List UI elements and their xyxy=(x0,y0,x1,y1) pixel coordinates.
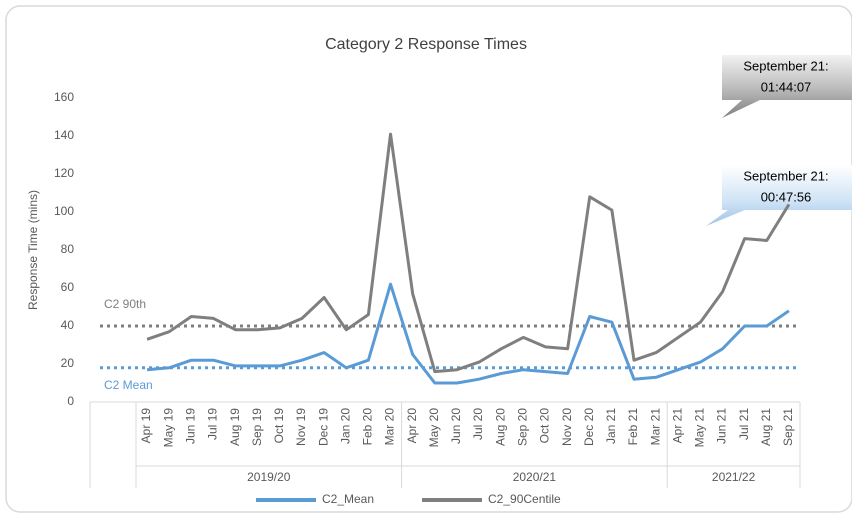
card xyxy=(5,5,852,513)
x-tick-label: Feb 20 xyxy=(361,408,375,446)
callout-box xyxy=(706,165,852,226)
y-tick-label: 40 xyxy=(61,318,75,332)
x-tick-label: Mar 21 xyxy=(648,408,662,446)
y-tick-label: 0 xyxy=(67,394,74,408)
y-tick-label: 140 xyxy=(54,128,74,142)
x-tick-label: Jul 19 xyxy=(206,408,220,440)
x-tick-label: Feb 21 xyxy=(626,408,640,446)
x-tick-label: Dec 19 xyxy=(316,408,330,446)
x-tick-label: Jan 20 xyxy=(338,408,352,444)
y-tick-label: 60 xyxy=(61,280,75,294)
series-line xyxy=(146,282,790,385)
x-tick-label: Nov 19 xyxy=(294,408,308,446)
x-tick-label: Oct 19 xyxy=(272,408,286,444)
y-axis-label: Response Time (mins) xyxy=(26,190,40,310)
legend-label: C2_90Centile xyxy=(488,492,561,506)
group-label: 2019/20 xyxy=(247,470,291,484)
x-tick-label: Sep 20 xyxy=(516,408,530,446)
x-tick-label: Aug 20 xyxy=(493,408,507,446)
x-tick-label: May 20 xyxy=(427,408,441,448)
callouts xyxy=(706,55,852,226)
x-tick-label: Jun 20 xyxy=(449,408,463,444)
callout-text: 01:44:07 xyxy=(761,79,812,94)
group-label: 2021/22 xyxy=(712,470,756,484)
chart-title: Category 2 Response Times xyxy=(325,36,527,53)
x-tick-label: Mar 20 xyxy=(383,408,397,446)
y-tick-label: 160 xyxy=(54,90,74,104)
x-tick-label: Apr 19 xyxy=(139,408,153,444)
callout-text: September 21: xyxy=(743,168,828,183)
x-tick-label: Jun 19 xyxy=(184,408,198,444)
x-tick-label: Jun 21 xyxy=(715,408,729,444)
x-tick-label: May 21 xyxy=(693,408,707,448)
legend-label: C2_Mean xyxy=(322,492,374,506)
x-tick-label: Apr 21 xyxy=(670,408,684,444)
reference-label: C2 Mean xyxy=(104,378,153,392)
x-tick-label: Aug 21 xyxy=(759,408,773,446)
series-line xyxy=(146,132,791,374)
x-tick-label: Nov 20 xyxy=(560,408,574,446)
callout-box xyxy=(722,55,852,118)
reference-label: C2 90th xyxy=(104,297,146,311)
y-tick-label: 120 xyxy=(54,166,74,180)
callout-text: 00:47:56 xyxy=(761,189,812,204)
x-tick-label: Jul 20 xyxy=(471,408,485,440)
y-tick-label: 80 xyxy=(61,242,75,256)
group-label: 2020/21 xyxy=(513,470,557,484)
y-tick-label: 20 xyxy=(61,356,75,370)
x-tick-label: Dec 20 xyxy=(582,408,596,446)
x-tick-label: Apr 20 xyxy=(405,408,419,444)
callout-text: September 21: xyxy=(743,58,828,73)
x-tick-label: Sep 19 xyxy=(250,408,264,446)
y-tick-label: 100 xyxy=(54,204,74,218)
x-tick-label: Jul 21 xyxy=(737,408,751,440)
x-tick-label: Aug 19 xyxy=(228,408,242,446)
x-tick-label: Jan 21 xyxy=(604,408,618,444)
x-tick-label: Oct 20 xyxy=(538,408,552,444)
x-tick-label: May 19 xyxy=(161,408,175,448)
x-tick-label: Sep 21 xyxy=(781,408,795,446)
